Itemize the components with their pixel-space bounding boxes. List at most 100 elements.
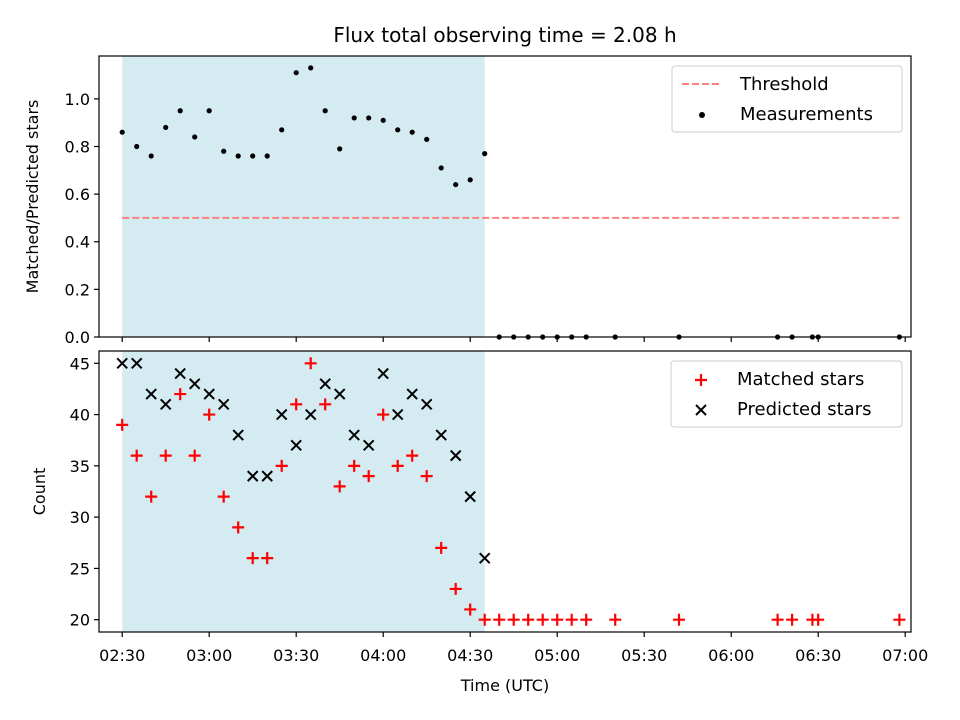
matched-point bbox=[348, 459, 361, 472]
predicted-point bbox=[319, 378, 331, 390]
matched-point bbox=[464, 603, 477, 616]
predicted-point bbox=[203, 388, 215, 400]
y-tick-label: 30 bbox=[70, 508, 90, 527]
measurement-point bbox=[119, 129, 125, 135]
bottom-plot-frame bbox=[98, 350, 912, 633]
predicted-point bbox=[159, 398, 172, 411]
matched-point bbox=[290, 398, 303, 411]
matched-point bbox=[232, 521, 245, 534]
predicted-point bbox=[348, 429, 360, 441]
matched-point bbox=[673, 613, 685, 626]
y-tick-label: 45 bbox=[70, 354, 90, 373]
matched-point bbox=[812, 613, 825, 626]
x-tick-label: 04:00 bbox=[360, 646, 406, 665]
measurement-point bbox=[424, 136, 430, 142]
matched-point bbox=[771, 613, 784, 626]
top-x-axis bbox=[121, 337, 906, 342]
measurement-point bbox=[206, 108, 212, 114]
measurement-point bbox=[177, 108, 183, 114]
predicted-point bbox=[333, 388, 346, 400]
x-tick-label: 06:00 bbox=[708, 646, 754, 665]
matched-point bbox=[261, 552, 274, 565]
bottom-predicted-points bbox=[116, 357, 491, 564]
matched-point bbox=[565, 613, 578, 626]
matched-point bbox=[159, 449, 172, 462]
measurement-point bbox=[134, 143, 140, 150]
measurement-point bbox=[337, 146, 343, 152]
matched-point bbox=[478, 613, 491, 626]
measurement-point bbox=[250, 153, 256, 159]
legend-threshold-label: Threshold bbox=[739, 74, 829, 95]
measurement-point bbox=[264, 153, 270, 159]
y-tick-label: 0.8 bbox=[65, 137, 90, 156]
predicted-point bbox=[304, 408, 317, 421]
predicted-point bbox=[362, 439, 375, 452]
matched-point bbox=[377, 408, 390, 421]
x-tick-label: 07:00 bbox=[882, 646, 928, 665]
matched-point bbox=[609, 613, 622, 626]
y-tick-label: 1.0 bbox=[65, 90, 90, 109]
top-panel: 0.0 0.2 0.4 0.6 0.8 1.0 Matched/Predicted sta… bbox=[23, 55, 912, 347]
matched-point bbox=[362, 470, 375, 483]
measurement-point bbox=[351, 115, 357, 121]
bottom-matched-points bbox=[116, 357, 906, 626]
predicted-point bbox=[435, 429, 447, 441]
top-legend-box bbox=[671, 65, 903, 133]
predicted-point bbox=[464, 490, 476, 503]
legend-predicted-label: Predicted stars bbox=[737, 399, 871, 420]
matched-point bbox=[420, 470, 433, 483]
measurement-point bbox=[192, 134, 198, 140]
top-shaded-region bbox=[122, 56, 485, 337]
measurement-point bbox=[366, 115, 372, 121]
legend-measurement-swatch bbox=[699, 112, 705, 118]
predicted-point bbox=[290, 439, 302, 452]
legend-measurements-label: Measurements bbox=[740, 104, 873, 125]
matched-point bbox=[174, 388, 187, 401]
matched-point bbox=[130, 449, 143, 462]
x-tick-label: 06:30 bbox=[795, 646, 841, 665]
matched-point bbox=[304, 357, 317, 370]
predicted-point bbox=[261, 470, 273, 482]
matched-point bbox=[406, 449, 419, 462]
predicted-point bbox=[116, 357, 128, 370]
top-legend: Threshold Measurements bbox=[671, 65, 903, 133]
matched-point bbox=[893, 613, 906, 626]
x-tick-label: 04:30 bbox=[447, 646, 493, 665]
measurement-point bbox=[163, 124, 169, 131]
x-tick-label: 05:30 bbox=[621, 646, 667, 665]
x-tick-label: 05:00 bbox=[534, 646, 580, 665]
y-tick-label: 0.0 bbox=[65, 328, 90, 347]
measurement-point bbox=[148, 153, 154, 159]
measurement-point bbox=[467, 177, 473, 183]
matched-point bbox=[551, 613, 564, 626]
measurement-point bbox=[322, 108, 328, 114]
y-tick-label: 0.6 bbox=[65, 185, 90, 204]
predicted-point bbox=[420, 398, 433, 411]
matched-point bbox=[246, 552, 259, 565]
y-tick-label: 35 bbox=[70, 457, 90, 476]
predicted-point bbox=[377, 367, 389, 380]
matched-point bbox=[188, 449, 201, 462]
y-tick-label: 40 bbox=[70, 406, 90, 425]
measurement-point bbox=[293, 70, 299, 76]
top-plot-frame bbox=[98, 55, 912, 338]
measurement-point bbox=[308, 65, 314, 71]
measurement-point bbox=[438, 165, 444, 171]
predicted-point bbox=[275, 408, 288, 421]
measurement-point bbox=[235, 153, 241, 159]
x-tick-label: 02:30 bbox=[99, 646, 145, 665]
bottom-legend-box bbox=[670, 360, 903, 428]
bottom-x-axis: 02:30 03:00 03:30 04:00 04:30 05:00 05:30 06:00… bbox=[99, 632, 928, 665]
legend-predicted-swatch bbox=[695, 404, 707, 416]
legend-matched-label: Matched stars bbox=[737, 369, 864, 390]
measurement-point bbox=[482, 151, 488, 157]
measurement-point bbox=[453, 181, 459, 188]
matched-point bbox=[391, 459, 404, 472]
matched-point bbox=[536, 613, 549, 626]
matched-point bbox=[786, 613, 799, 626]
y-tick-label: 20 bbox=[70, 611, 90, 630]
x-tick-label: 03:00 bbox=[186, 646, 232, 665]
matched-point bbox=[333, 480, 346, 493]
predicted-point bbox=[391, 408, 404, 421]
